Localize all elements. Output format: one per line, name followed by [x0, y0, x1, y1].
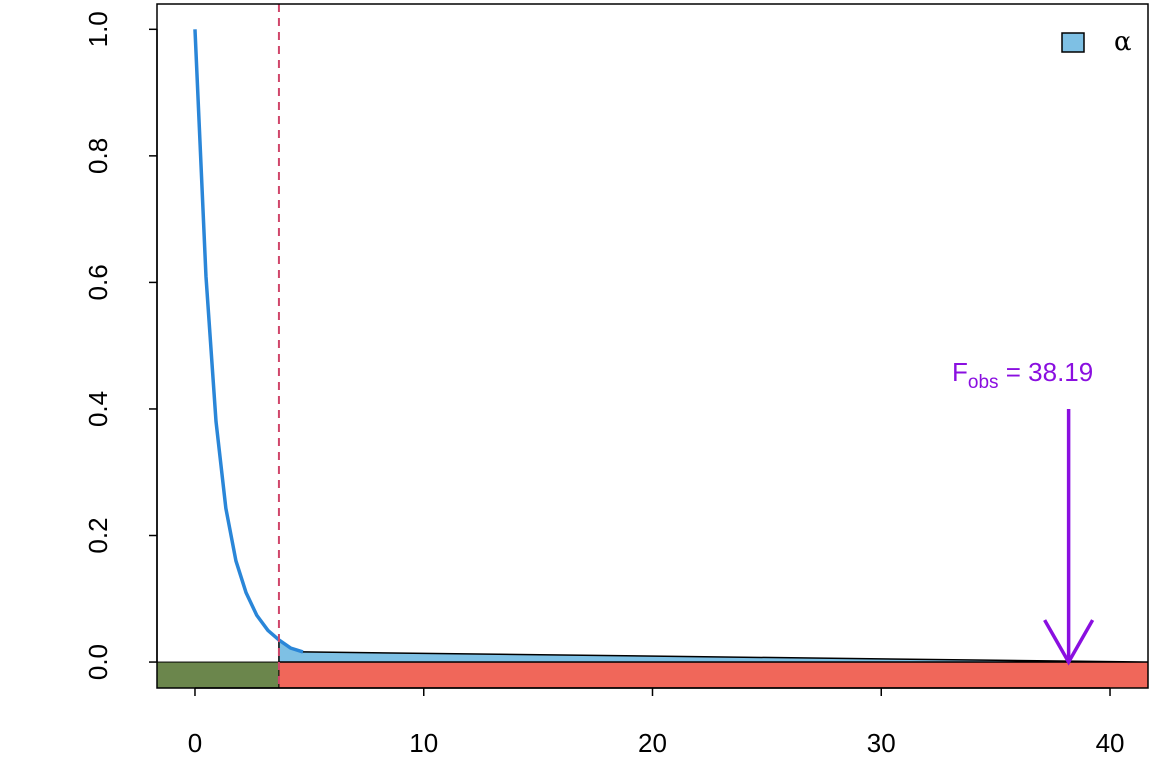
x-tick-label: 0 — [188, 728, 202, 758]
y-tick-label: 1.0 — [83, 11, 113, 47]
fobs-sub: obs — [968, 372, 999, 393]
x-tick-label: 20 — [638, 728, 667, 758]
fobs-rest: = 38.19 — [999, 357, 1094, 387]
y-tick-label: 0.6 — [83, 264, 113, 300]
x-tick-label: 40 — [1096, 728, 1125, 758]
plot-box — [156, 3, 1149, 689]
rejection-region — [278, 661, 1149, 689]
y-tick-label: 0.8 — [83, 138, 113, 174]
y-tick-label: 0.0 — [83, 644, 113, 680]
density-curve — [193, 29, 304, 654]
fobs-main: F — [952, 357, 968, 387]
alpha-area — [278, 638, 1149, 663]
fobs-arrowhead — [1043, 619, 1095, 666]
legend-swatch — [1061, 32, 1085, 53]
x-tick-label: 10 — [409, 728, 438, 758]
fobs-label: Fobs = 38.19 — [952, 357, 1093, 393]
y-tick-label: 0.4 — [83, 391, 113, 427]
x-tick-label: 30 — [867, 728, 896, 758]
acceptance-region — [156, 661, 280, 689]
legend-label: α — [1114, 27, 1132, 57]
y-tick-label: 0.2 — [83, 517, 113, 553]
